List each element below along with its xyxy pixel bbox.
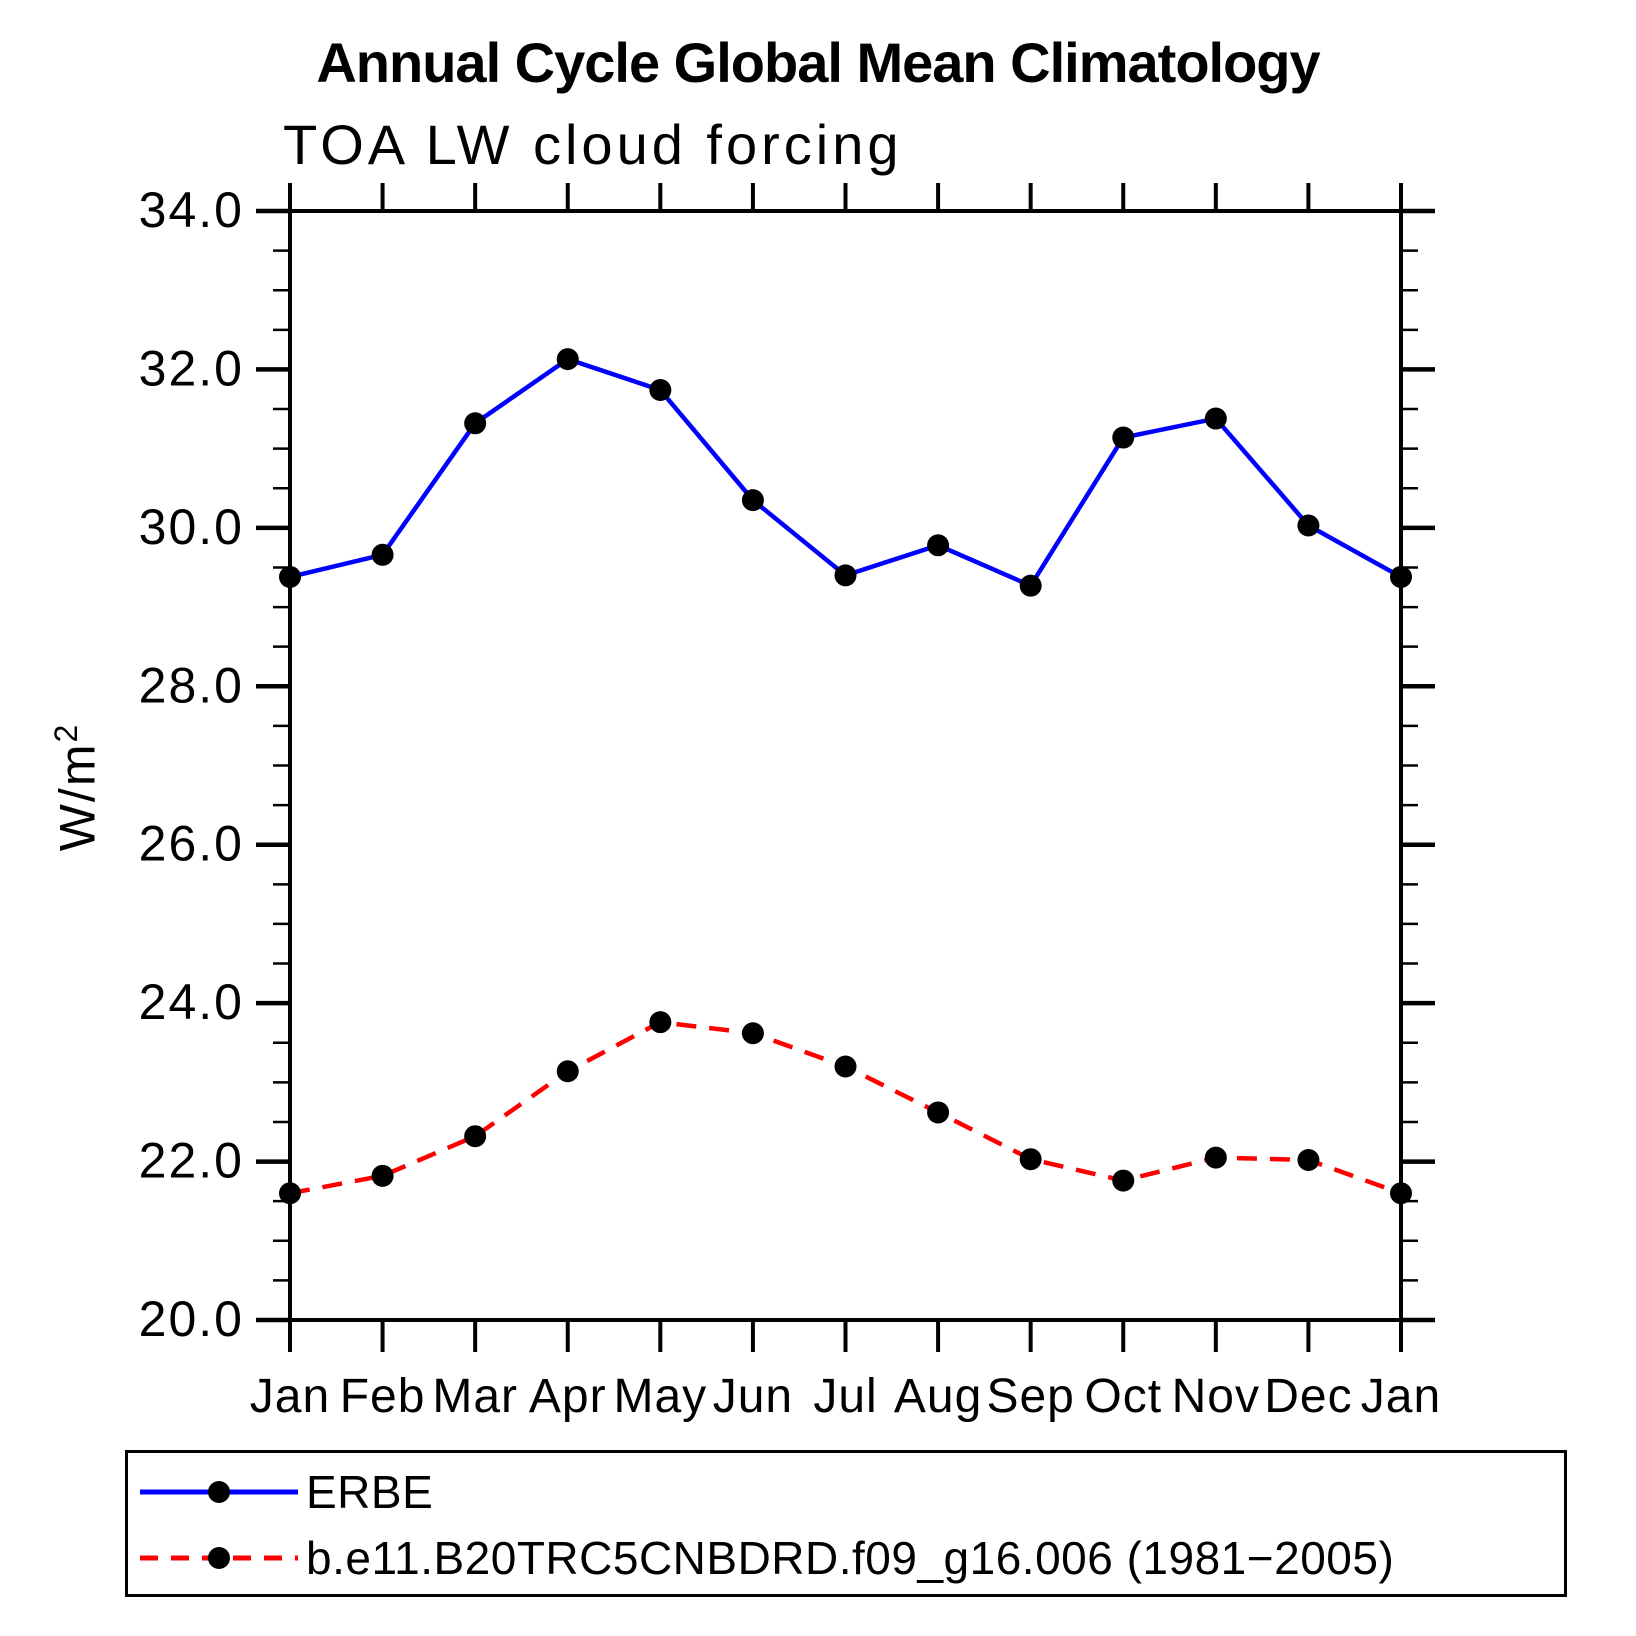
data-point-marker: [1204, 407, 1227, 430]
x-tick-label: Mar: [432, 1370, 518, 1423]
x-tick-label: Jan: [250, 1370, 330, 1423]
data-point-marker: [371, 1164, 394, 1187]
data-point-marker: [464, 1125, 487, 1148]
legend-label-model: b.e11.B20TRC5CNBDRD.f09_g16.006 (1981−20…: [306, 1532, 1395, 1584]
data-point-marker: [649, 379, 672, 402]
data-point-marker: [1112, 426, 1135, 449]
data-point-marker: [649, 1011, 672, 1034]
data-point-marker: [1297, 1148, 1320, 1171]
y-tick-label: 20.0: [139, 1291, 244, 1347]
x-tick-label: Nov: [1172, 1370, 1260, 1423]
data-point-marker: [927, 1101, 950, 1124]
legend-box: ERBE b.e11.B20TRC5CNBDRD.f09_g16.006 (19…: [125, 1450, 1567, 1597]
data-point-marker: [834, 1055, 857, 1078]
x-tick-label: Jul: [813, 1370, 877, 1423]
data-point-marker: [927, 534, 950, 557]
data-point-marker: [1390, 1182, 1412, 1205]
x-tick-label: Jun: [713, 1370, 793, 1423]
legend-line-sample-solid: [140, 1481, 298, 1503]
series-line-0: [289, 356, 1403, 589]
x-tick-label: Oct: [1084, 1370, 1162, 1423]
chart-title: Annual Cycle Global Mean Climatology: [316, 31, 1320, 94]
data-point-marker: [1019, 1148, 1042, 1171]
chart-subtitle: TOA LW cloud forcing: [283, 113, 903, 176]
legend-label-erbe: ERBE: [306, 1466, 434, 1518]
data-point-marker: [1390, 565, 1412, 588]
data-point-marker: [371, 543, 394, 566]
data-point-marker: [741, 1022, 764, 1045]
data-point-marker: [279, 1182, 301, 1205]
data-point-marker: [464, 412, 487, 435]
data-point-marker: [556, 348, 579, 371]
y-tick-label: 26.0: [139, 816, 244, 872]
legend-marker-1: [208, 1547, 230, 1569]
y-tick-label: 30.0: [139, 499, 244, 555]
legend-item-erbe: ERBE: [134, 1459, 1564, 1525]
legend-line-sample-dashed: [140, 1547, 298, 1569]
legend-marker-0: [208, 1481, 230, 1503]
y-tick-label: 24.0: [139, 974, 244, 1030]
x-tick-label: Apr: [529, 1370, 607, 1423]
y-tick-label: 22.0: [139, 1133, 244, 1189]
y-tick-label: 34.0: [139, 182, 244, 238]
data-point-marker: [556, 1060, 579, 1083]
x-tick-label: May: [613, 1370, 707, 1423]
legend-item-model: b.e11.B20TRC5CNBDRD.f09_g16.006 (1981−20…: [134, 1525, 1564, 1591]
plot-frame: [288, 209, 1403, 1322]
data-point-marker: [1019, 574, 1042, 597]
data-point-marker: [279, 565, 301, 588]
data-point-marker: [834, 564, 857, 587]
y-tick-label: 28.0: [139, 657, 244, 713]
x-tick-label: Jan: [1361, 1370, 1441, 1423]
data-point-marker: [1204, 1146, 1227, 1169]
data-point-marker: [741, 489, 764, 512]
x-tick-label: Feb: [340, 1370, 426, 1423]
data-point-marker: [1112, 1169, 1135, 1192]
data-point-marker: [1297, 514, 1320, 537]
series-line-1: [289, 1019, 1402, 1196]
x-tick-label: Aug: [894, 1370, 982, 1423]
x-tick-label: Sep: [986, 1370, 1074, 1423]
x-tick-label: Dec: [1264, 1370, 1352, 1423]
y-tick-label: 32.0: [139, 340, 244, 396]
